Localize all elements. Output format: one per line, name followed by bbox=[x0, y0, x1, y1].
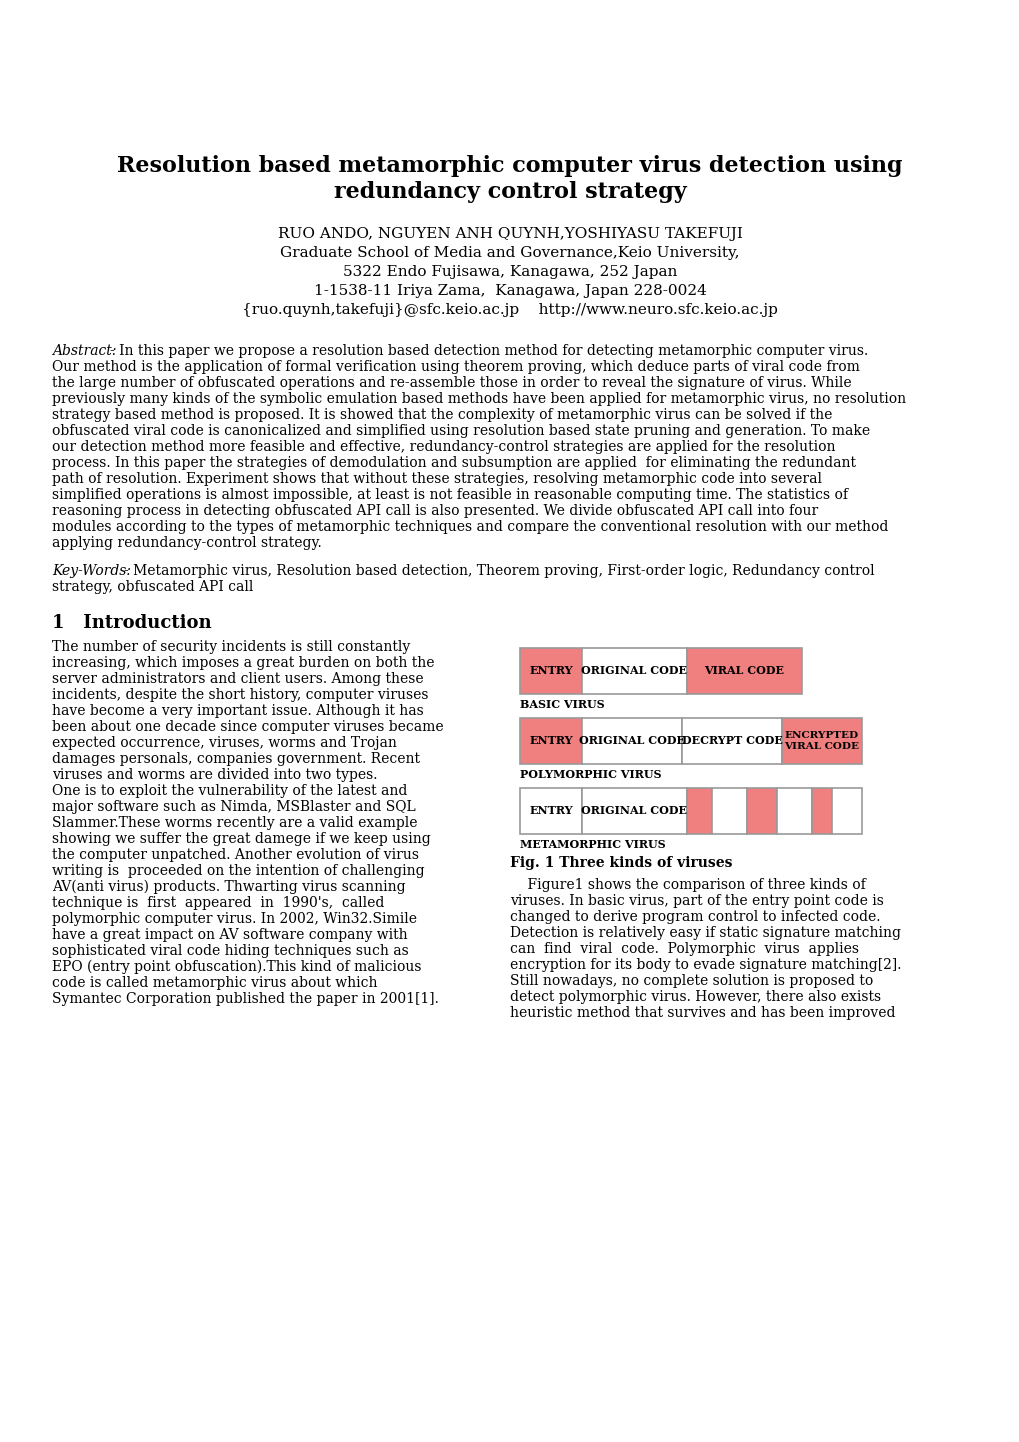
Text: expected occurrence, viruses, worms and Trojan: expected occurrence, viruses, worms and … bbox=[52, 735, 396, 750]
FancyBboxPatch shape bbox=[746, 787, 776, 833]
FancyBboxPatch shape bbox=[520, 718, 582, 764]
Text: ENTRY: ENTRY bbox=[529, 735, 573, 747]
Text: modules according to the types of metamorphic techniques and compare the convent: modules according to the types of metamo… bbox=[52, 521, 888, 534]
Text: 5322 Endo Fujisawa, Kanagawa, 252 Japan: 5322 Endo Fujisawa, Kanagawa, 252 Japan bbox=[342, 265, 677, 278]
Text: POLYMORPHIC VIRUS: POLYMORPHIC VIRUS bbox=[520, 769, 661, 780]
Text: VIRAL CODE: VIRAL CODE bbox=[704, 666, 784, 676]
Text: applying redundancy-control strategy.: applying redundancy-control strategy. bbox=[52, 536, 321, 549]
Text: strategy based method is proposed. It is showed that the complexity of metamorph: strategy based method is proposed. It is… bbox=[52, 408, 832, 423]
Text: One is to exploit the vulnerability of the latest and: One is to exploit the vulnerability of t… bbox=[52, 784, 407, 797]
Text: Detection is relatively easy if static signature matching: Detection is relatively easy if static s… bbox=[510, 926, 900, 940]
Text: incidents, despite the short history, computer viruses: incidents, despite the short history, co… bbox=[52, 688, 428, 702]
Text: sophisticated viral code hiding techniques such as: sophisticated viral code hiding techniqu… bbox=[52, 945, 409, 957]
Text: Our method is the application of formal verification using theorem proving, whic: Our method is the application of formal … bbox=[52, 360, 859, 373]
Text: process. In this paper the strategies of demodulation and subsumption are applie: process. In this paper the strategies of… bbox=[52, 456, 855, 470]
Text: - In this paper we propose a resolution based detection method for detecting met: - In this paper we propose a resolution … bbox=[110, 345, 867, 358]
FancyBboxPatch shape bbox=[682, 718, 782, 764]
Text: Key-Words:: Key-Words: bbox=[52, 564, 130, 578]
FancyBboxPatch shape bbox=[520, 647, 582, 694]
Text: EPO (entry point obfuscation).This kind of malicious: EPO (entry point obfuscation).This kind … bbox=[52, 960, 421, 975]
Text: BASIC VIRUS: BASIC VIRUS bbox=[520, 699, 604, 709]
Text: 1   Introduction: 1 Introduction bbox=[52, 614, 211, 632]
Text: have become a very important issue. Although it has: have become a very important issue. Alth… bbox=[52, 704, 423, 718]
Text: ENCRYPTED
VIRAL CODE: ENCRYPTED VIRAL CODE bbox=[784, 731, 859, 751]
Text: showing we suffer the great damege if we keep using: showing we suffer the great damege if we… bbox=[52, 832, 430, 846]
Text: have a great impact on AV software company with: have a great impact on AV software compa… bbox=[52, 929, 408, 942]
FancyBboxPatch shape bbox=[811, 787, 832, 833]
Text: encryption for its body to evade signature matching[2].: encryption for its body to evade signatu… bbox=[510, 957, 901, 972]
Text: redundancy control strategy: redundancy control strategy bbox=[333, 182, 686, 203]
FancyBboxPatch shape bbox=[520, 787, 582, 833]
FancyBboxPatch shape bbox=[776, 787, 811, 833]
Text: Graduate School of Media and Governance,Keio University,: Graduate School of Media and Governance,… bbox=[280, 247, 739, 260]
Text: detect polymorphic virus. However, there also exists: detect polymorphic virus. However, there… bbox=[510, 991, 880, 1004]
Text: can  find  viral  code.  Polymorphic  virus  applies: can find viral code. Polymorphic virus a… bbox=[510, 942, 858, 956]
Text: RUO ANDO, NGUYEN ANH QUYNH,YOSHIYASU TAKEFUJI: RUO ANDO, NGUYEN ANH QUYNH,YOSHIYASU TAK… bbox=[277, 226, 742, 241]
Text: our detection method more feasible and effective, redundancy-control strategies : our detection method more feasible and e… bbox=[52, 440, 835, 454]
Text: Still nowadays, no complete solution is proposed to: Still nowadays, no complete solution is … bbox=[510, 973, 872, 988]
FancyBboxPatch shape bbox=[582, 647, 687, 694]
Text: increasing, which imposes a great burden on both the: increasing, which imposes a great burden… bbox=[52, 656, 434, 671]
Text: damages personals, companies government. Recent: damages personals, companies government.… bbox=[52, 751, 420, 766]
Text: strategy, obfuscated API call: strategy, obfuscated API call bbox=[52, 580, 253, 594]
Text: - Metamorphic virus, Resolution based detection, Theorem proving, First-order lo: - Metamorphic virus, Resolution based de… bbox=[124, 564, 873, 578]
Text: viruses. In basic virus, part of the entry point code is: viruses. In basic virus, part of the ent… bbox=[510, 894, 883, 908]
Text: polymorphic computer virus. In 2002, Win32.Simile: polymorphic computer virus. In 2002, Win… bbox=[52, 911, 417, 926]
Text: Fig. 1 Three kinds of viruses: Fig. 1 Three kinds of viruses bbox=[510, 857, 732, 870]
Text: The number of security incidents is still constantly: The number of security incidents is stil… bbox=[52, 640, 410, 655]
Text: {ruo.quynh,takefuji}@sfc.keio.ac.jp    http://www.neuro.sfc.keio.ac.jp: {ruo.quynh,takefuji}@sfc.keio.ac.jp http… bbox=[242, 303, 777, 317]
Text: reasoning process in detecting obfuscated API call is also presented. We divide : reasoning process in detecting obfuscate… bbox=[52, 505, 817, 518]
FancyBboxPatch shape bbox=[582, 718, 682, 764]
Text: ENTRY: ENTRY bbox=[529, 666, 573, 676]
Text: major software such as Nimda, MSBlaster and SQL: major software such as Nimda, MSBlaster … bbox=[52, 800, 416, 813]
Text: METAMORPHIC VIRUS: METAMORPHIC VIRUS bbox=[520, 839, 665, 849]
Text: ENTRY: ENTRY bbox=[529, 806, 573, 816]
Text: 1-1538-11 Iriya Zama,  Kanagawa, Japan 228-0024: 1-1538-11 Iriya Zama, Kanagawa, Japan 22… bbox=[313, 284, 706, 298]
Text: simplified operations is almost impossible, at least is not feasible in reasonab: simplified operations is almost impossib… bbox=[52, 487, 847, 502]
Text: ORIGINAL CODE: ORIGINAL CODE bbox=[579, 735, 685, 747]
Text: Resolution based metamorphic computer virus detection using: Resolution based metamorphic computer vi… bbox=[117, 154, 902, 177]
FancyBboxPatch shape bbox=[832, 787, 861, 833]
FancyBboxPatch shape bbox=[711, 787, 746, 833]
FancyBboxPatch shape bbox=[782, 718, 861, 764]
Text: ORIGINAL CODE: ORIGINAL CODE bbox=[581, 666, 687, 676]
FancyBboxPatch shape bbox=[687, 647, 801, 694]
Text: Slammer.These worms recently are a valid example: Slammer.These worms recently are a valid… bbox=[52, 816, 417, 831]
Text: technique is  first  appeared  in  1990's,  called: technique is first appeared in 1990's, c… bbox=[52, 895, 384, 910]
Text: been about one decade since computer viruses became: been about one decade since computer vir… bbox=[52, 720, 443, 734]
Text: heuristic method that survives and has been improved: heuristic method that survives and has b… bbox=[510, 1007, 895, 1019]
Text: ORIGINAL CODE: ORIGINAL CODE bbox=[581, 806, 687, 816]
Text: the computer unpatched. Another evolution of virus: the computer unpatched. Another evolutio… bbox=[52, 848, 419, 862]
Text: DECRYPT CODE: DECRYPT CODE bbox=[681, 735, 782, 747]
Text: path of resolution. Experiment shows that without these strategies, resolving me: path of resolution. Experiment shows tha… bbox=[52, 472, 821, 486]
Text: obfuscated viral code is canonicalized and simplified using resolution based sta: obfuscated viral code is canonicalized a… bbox=[52, 424, 869, 438]
Text: code is called metamorphic virus about which: code is called metamorphic virus about w… bbox=[52, 976, 377, 991]
FancyBboxPatch shape bbox=[582, 787, 687, 833]
Text: the large number of obfuscated operations and re-assemble those in order to reve: the large number of obfuscated operation… bbox=[52, 376, 851, 389]
Text: viruses and worms are divided into two types.: viruses and worms are divided into two t… bbox=[52, 769, 377, 782]
FancyBboxPatch shape bbox=[687, 787, 711, 833]
Text: AV(anti virus) products. Thwarting virus scanning: AV(anti virus) products. Thwarting virus… bbox=[52, 880, 406, 894]
Text: Abstract:: Abstract: bbox=[52, 345, 116, 358]
Text: changed to derive program control to infected code.: changed to derive program control to inf… bbox=[510, 910, 879, 924]
Text: writing is  proceeded on the intention of challenging: writing is proceeded on the intention of… bbox=[52, 864, 424, 878]
Text: Symantec Corporation published the paper in 2001[1].: Symantec Corporation published the paper… bbox=[52, 992, 438, 1007]
Text: Figure1 shows the comparison of three kinds of: Figure1 shows the comparison of three ki… bbox=[510, 878, 865, 893]
Text: server administrators and client users. Among these: server administrators and client users. … bbox=[52, 672, 423, 686]
Text: previously many kinds of the symbolic emulation based methods have been applied : previously many kinds of the symbolic em… bbox=[52, 392, 905, 407]
